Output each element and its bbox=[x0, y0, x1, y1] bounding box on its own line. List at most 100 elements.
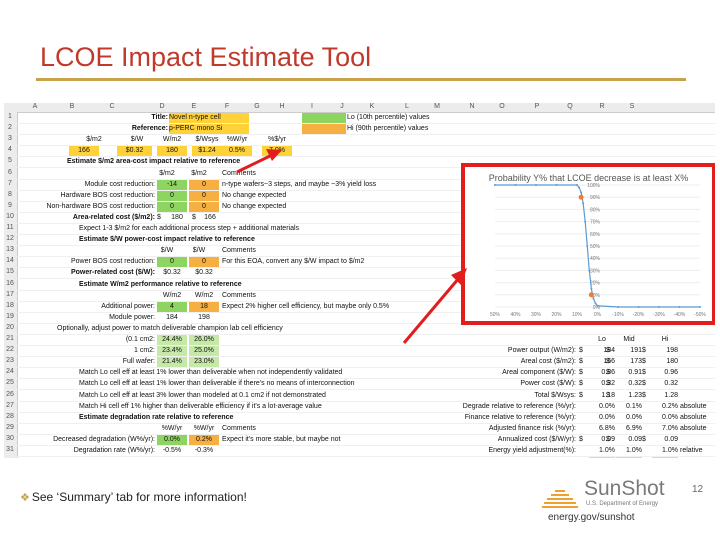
row-number[interactable]: 21 bbox=[6, 335, 14, 342]
column-header-i[interactable]: I bbox=[311, 103, 313, 110]
row-number[interactable]: 9 bbox=[8, 201, 12, 209]
column-header-g[interactable]: G bbox=[254, 103, 260, 110]
sheet-cell[interactable]: 0.2% bbox=[189, 434, 219, 445]
summary-value[interactable]: 0.32 bbox=[664, 380, 678, 388]
sheet-cell[interactable]: 18 bbox=[189, 301, 219, 312]
sheet-cell[interactable]: Power-related cost ($/W): bbox=[70, 269, 155, 277]
sheet-cell[interactable]: Decreased degradation (W%/yr): bbox=[53, 435, 155, 443]
row-number[interactable]: 7 bbox=[8, 179, 12, 187]
summary-value[interactable]: 1.23 bbox=[628, 391, 642, 399]
sheet-cell[interactable]: $1.24 bbox=[192, 146, 222, 157]
sheet-cell[interactable]: $/m2 bbox=[86, 136, 102, 144]
column-header-r[interactable]: R bbox=[599, 103, 605, 110]
sheet-cell[interactable]: Match Lo cell eff at least 3% lower than… bbox=[79, 391, 326, 399]
sheet-cell[interactable]: W/m2 bbox=[162, 291, 182, 299]
sheet-cell[interactable]: %W/yr bbox=[226, 136, 248, 144]
sheet-cell[interactable]: 0 bbox=[189, 257, 219, 268]
row-number[interactable]: 5 bbox=[8, 157, 12, 165]
sheet-cell[interactable]: 1 cm2: bbox=[133, 347, 155, 355]
sheet-cell[interactable]: Hi (90th percentile) values bbox=[347, 125, 429, 133]
row-number[interactable]: 2 bbox=[8, 124, 12, 132]
sheet-cell[interactable]: %W/yr bbox=[193, 424, 215, 432]
sheet-cell[interactable]: 23.0% bbox=[189, 357, 219, 368]
summary-value[interactable]: 0.09 bbox=[601, 435, 615, 443]
summary-value[interactable]: 198 bbox=[666, 347, 678, 355]
column-header-l[interactable]: L bbox=[405, 103, 409, 110]
column-header-a[interactable]: A bbox=[32, 103, 38, 110]
row-number[interactable]: 17 bbox=[6, 290, 14, 298]
summary-value[interactable]: 180 bbox=[666, 358, 678, 366]
sheet-cell[interactable]: W/m2 bbox=[162, 136, 182, 144]
sheet-cell[interactable]: $/W bbox=[160, 247, 174, 255]
sheet-cell[interactable]: No change expected bbox=[222, 202, 287, 210]
summary-value[interactable]: 0.86 bbox=[601, 369, 615, 377]
column-header-f[interactable]: F bbox=[224, 103, 230, 110]
summary-value[interactable]: 0.0% bbox=[599, 402, 615, 410]
sheet-cell[interactable]: 0 bbox=[157, 190, 187, 201]
sheet-cell[interactable]: Reference: bbox=[131, 125, 168, 133]
sheet-cell[interactable]: 24.4% bbox=[157, 335, 187, 345]
summary-value[interactable]: 191 bbox=[630, 347, 642, 355]
sheet-cell[interactable]: $/m2 bbox=[191, 169, 207, 177]
sheet-cell[interactable]: Additional power: bbox=[101, 302, 155, 310]
summary-value[interactable]: 1.0% bbox=[626, 447, 642, 454]
row-number[interactable]: 12 bbox=[6, 235, 14, 243]
sheet-cell[interactable]: -0.5% bbox=[162, 447, 182, 454]
sheet-cell[interactable]: 0 bbox=[189, 201, 219, 212]
sheet-cell[interactable]: 166 bbox=[69, 146, 99, 157]
sheet-cell[interactable]: $0.32 bbox=[163, 269, 181, 277]
sheet-cell[interactable]: Comments bbox=[222, 291, 256, 299]
sheet-cell[interactable]: $/W bbox=[192, 247, 206, 255]
column-header-o[interactable]: O bbox=[499, 103, 505, 110]
sheet-cell[interactable]: Comments bbox=[222, 169, 256, 177]
summary-value[interactable]: 7.0% bbox=[662, 424, 678, 432]
sheet-cell[interactable]: $0.32 bbox=[117, 146, 152, 157]
column-header-q[interactable]: Q bbox=[567, 103, 573, 110]
sheet-cell[interactable]: 198 bbox=[198, 313, 210, 321]
sheet-cell[interactable]: Estimate $/m2 area-cost impact relative … bbox=[67, 158, 241, 166]
sheet-cell[interactable]: -0.3% bbox=[194, 447, 214, 454]
sheet-cell[interactable]: 26.0% bbox=[189, 335, 219, 345]
row-number[interactable]: 20 bbox=[6, 323, 14, 331]
sheet-cell[interactable]: %W/yr bbox=[161, 424, 183, 432]
column-header-d[interactable]: D bbox=[159, 103, 165, 110]
column-header-h[interactable]: H bbox=[279, 103, 285, 110]
sheet-cell[interactable]: 25.0% bbox=[189, 346, 219, 357]
summary-value[interactable]: 1.28 bbox=[664, 391, 678, 399]
sheet-cell[interactable]: $ bbox=[157, 213, 161, 221]
row-number[interactable]: 13 bbox=[6, 246, 14, 254]
sheet-cell[interactable]: Hardware BOS cost reduction: bbox=[60, 191, 155, 199]
sheet-cell[interactable] bbox=[302, 124, 346, 135]
sheet-cell[interactable]: Optionally, adjust power to match delive… bbox=[57, 324, 283, 332]
sheet-cell[interactable]: $ bbox=[192, 213, 196, 221]
sheet-cell[interactable]: Expect 1-3 $/m2 for each additional proc… bbox=[79, 225, 300, 232]
sheet-cell[interactable]: Degradation rate (W%/yr): bbox=[73, 447, 155, 454]
summary-value[interactable]: 6.8% bbox=[599, 424, 615, 432]
row-number[interactable]: 6 bbox=[8, 168, 12, 176]
sheet-cell[interactable]: Area-related cost ($/m2): bbox=[72, 213, 155, 221]
sheet-cell[interactable]: 0 bbox=[157, 257, 187, 268]
row-number[interactable]: 24 bbox=[6, 368, 14, 376]
sheet-cell[interactable]: Match Lo cell eff at least 1% lower than… bbox=[79, 369, 343, 377]
row-number[interactable]: 23 bbox=[6, 357, 14, 365]
row-number[interactable]: 11 bbox=[6, 224, 14, 231]
row-number[interactable]: 4 bbox=[8, 146, 12, 154]
column-header-p[interactable]: P bbox=[534, 103, 540, 110]
sheet-cell[interactable]: Estimate degradation rate relative to re… bbox=[79, 413, 234, 421]
summary-value[interactable]: 1.0% bbox=[662, 447, 678, 454]
sheet-cell[interactable]: Expect 2% higher cell efficiency, but ma… bbox=[222, 302, 390, 310]
summary-value[interactable]: 173 bbox=[630, 358, 642, 366]
summary-value[interactable]: 0.32 bbox=[601, 380, 615, 388]
column-header-s[interactable]: S bbox=[629, 103, 635, 110]
sheet-cell[interactable]: 0 bbox=[189, 190, 219, 201]
sheet-cell[interactable]: $/W bbox=[130, 136, 144, 144]
summary-value[interactable]: 0.0% bbox=[599, 413, 615, 421]
summary-value[interactable]: 0.1% bbox=[626, 402, 642, 410]
sheet-cell[interactable]: Full wafer: bbox=[122, 358, 155, 366]
sheet-cell[interactable]: Estimate $/W power-cost impact relative … bbox=[79, 236, 255, 244]
sheet-cell[interactable]: Non-hardware BOS cost reduction: bbox=[46, 202, 155, 210]
summary-value[interactable]: 0.32 bbox=[628, 380, 642, 388]
sheet-cell[interactable]: 0.0% bbox=[157, 434, 187, 445]
sheet-cell[interactable]: 21.4% bbox=[157, 357, 187, 368]
summary-value[interactable]: 1.0% bbox=[599, 447, 615, 454]
